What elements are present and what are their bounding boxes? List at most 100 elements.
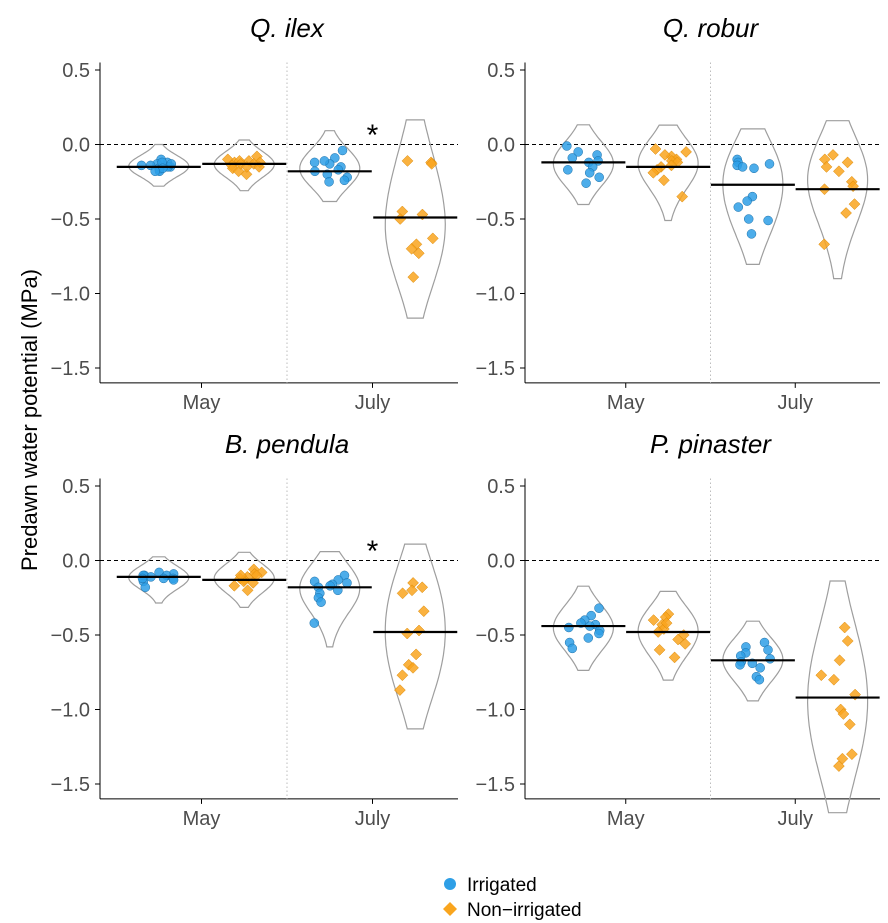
data-point-irrigated — [158, 573, 169, 584]
data-point-non-irrigated — [676, 190, 689, 203]
data-point-non-irrigated — [240, 168, 253, 181]
data-point-non-irrigated — [228, 579, 241, 592]
data-point-irrigated — [755, 663, 765, 673]
data-point-non-irrigated — [837, 708, 850, 720]
data-point-non-irrigated — [405, 242, 418, 255]
y-tick-label: −0.5 — [476, 209, 515, 231]
y-tick-label: 0.0 — [487, 135, 515, 157]
legend-irrigated-label: Irrigated — [467, 875, 537, 896]
x-tick-label: May — [183, 808, 221, 830]
data-point-non-irrigated — [660, 617, 673, 629]
panel-title: B. pendula — [225, 429, 349, 459]
data-point-non-irrigated — [647, 614, 660, 626]
violin-outline — [384, 119, 446, 319]
violin-outline — [128, 556, 190, 604]
data-point-irrigated — [737, 162, 748, 172]
legend-irrigated-marker — [444, 878, 456, 890]
data-point-irrigated — [137, 573, 148, 584]
data-point-non-irrigated — [672, 633, 684, 646]
data-point-non-irrigated — [396, 669, 409, 682]
data-point-non-irrigated — [668, 651, 681, 664]
data-point-irrigated — [746, 229, 757, 239]
data-point-irrigated — [140, 582, 151, 593]
y-tick-label: −1.5 — [476, 358, 515, 380]
y-tick-label: −0.5 — [476, 625, 515, 647]
data-point-non-irrigated — [827, 149, 839, 161]
legend-non-irrigated-label: Non−irrigated — [467, 900, 582, 921]
y-tick-label: −1.0 — [476, 284, 515, 306]
data-point-non-irrigated — [841, 156, 854, 169]
data-point-irrigated — [136, 160, 147, 171]
significance-marker: * — [367, 119, 379, 152]
data-point-irrigated — [735, 660, 745, 670]
x-tick-label: July — [777, 392, 813, 414]
panel-title: P. pinaster — [650, 429, 772, 459]
y-tick-label: 0.5 — [487, 60, 515, 82]
panel-3: P. pinaster 0.5 0.0 −0.5 −1.0 −1.5 May July — [476, 429, 880, 830]
y-tick-label: 0.5 — [487, 476, 515, 498]
data-point-non-irrigated — [820, 161, 833, 173]
data-point-irrigated — [150, 166, 160, 177]
violin-outline — [552, 124, 614, 206]
y-tick-label: −1.5 — [476, 774, 515, 796]
data-point-non-irrigated — [658, 174, 670, 187]
data-point-irrigated — [325, 581, 335, 591]
data-point-non-irrigated — [843, 718, 856, 731]
y-tick-label: −0.5 — [51, 625, 90, 647]
data-point-irrigated — [309, 157, 320, 168]
data-point-non-irrigated — [410, 648, 422, 661]
data-point-irrigated — [563, 165, 573, 175]
data-point-irrigated — [764, 159, 775, 169]
panel-title: Q. ilex — [250, 13, 325, 43]
y-tick-label: −1.0 — [51, 700, 90, 722]
data-point-irrigated — [765, 654, 775, 664]
data-point-non-irrigated — [833, 165, 845, 178]
data-point-non-irrigated — [848, 198, 861, 210]
data-point-non-irrigated — [401, 627, 414, 640]
violin-outline — [384, 543, 446, 730]
data-point-irrigated — [586, 610, 596, 621]
data-point-non-irrigated — [815, 669, 828, 682]
y-tick-label: 0.5 — [62, 60, 90, 82]
data-point-non-irrigated — [394, 684, 406, 696]
data-point-non-irrigated — [665, 159, 678, 172]
x-tick-label: July — [355, 808, 391, 830]
data-point-irrigated — [594, 172, 604, 183]
data-point-non-irrigated — [426, 232, 439, 245]
y-tick-label: −1.5 — [51, 358, 90, 380]
data-point-non-irrigated — [833, 654, 846, 667]
y-tick-label: 0.0 — [62, 135, 90, 157]
violin-outline — [722, 620, 784, 702]
data-point-non-irrigated — [401, 155, 414, 167]
significance-marker: * — [367, 535, 379, 568]
violin-outline — [213, 551, 275, 608]
data-point-irrigated — [564, 622, 574, 633]
x-tick-label: July — [355, 392, 391, 414]
data-point-irrigated — [581, 178, 591, 188]
x-tick-label: July — [777, 808, 813, 830]
data-point-irrigated — [583, 633, 594, 643]
data-point-irrigated — [763, 645, 773, 655]
data-point-non-irrigated — [417, 605, 430, 618]
data-point-non-irrigated — [659, 149, 671, 161]
legend: Irrigated Non−irrigated — [443, 875, 582, 921]
data-point-non-irrigated — [818, 238, 831, 251]
data-point-non-irrigated — [846, 748, 858, 761]
violin-outline — [213, 139, 275, 192]
data-point-irrigated — [309, 618, 320, 628]
violin-outline — [299, 130, 361, 203]
violin-outline — [299, 551, 361, 648]
data-point-irrigated — [342, 578, 352, 588]
panel-2: B. pendula 0.5 0.0 −0.5 −1.0 −1.5 May July * — [51, 429, 458, 830]
data-point-non-irrigated — [679, 638, 692, 650]
data-point-irrigated — [316, 597, 326, 607]
data-point-non-irrigated — [413, 624, 425, 637]
data-point-irrigated — [584, 168, 595, 178]
y-tick-label: 0.5 — [62, 476, 90, 498]
y-tick-label: 0.0 — [487, 551, 515, 573]
panel-title: Q. robur — [663, 13, 760, 43]
data-point-non-irrigated — [416, 581, 429, 594]
violin-outline — [806, 580, 869, 814]
x-tick-label: May — [607, 808, 645, 830]
